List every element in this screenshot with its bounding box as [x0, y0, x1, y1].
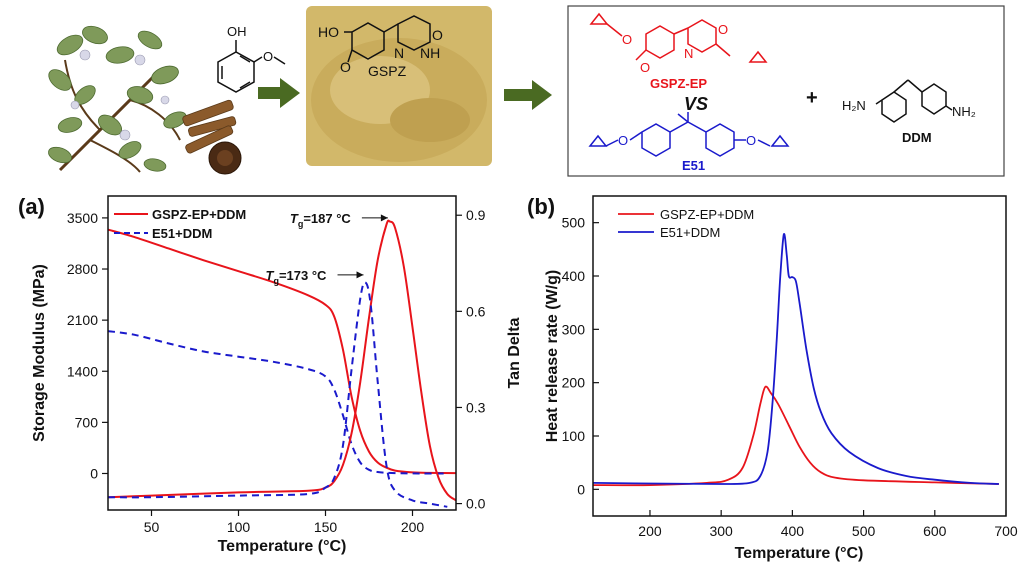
panel-a-plot-frame — [107, 195, 457, 511]
ddm-structure — [875, 79, 953, 123]
panel-a: (a) 50 100 150 200 0 700 1400 2100 2800 3500 0.0 0.… — [18, 194, 523, 555]
gspz-structure — [344, 15, 431, 63]
product-box — [567, 5, 1005, 177]
tg-annotation-arrowhead-2 — [356, 271, 364, 279]
reaction-scheme: OH O HO O O N NH GSPZ — [48, 5, 1005, 177]
legend-label-b-gspz-ep: GSPZ-EP+DDM — [660, 207, 754, 222]
gspz-n-label: N — [394, 45, 404, 61]
e51-o-label-1: O — [618, 133, 628, 148]
y-tick-label-b: 200 — [562, 375, 586, 391]
legend-label-e51: E51+DDM — [152, 226, 212, 241]
gspz-label: GSPZ — [368, 63, 407, 79]
ddm-h2n-label: H₂N — [842, 98, 866, 113]
panel-b: (b) 200 300 400 500 600 700 0 100 200 300 400 500 T… — [527, 194, 1018, 562]
gspz-o-label: O — [340, 59, 351, 75]
ddm-label: DDM — [902, 130, 932, 145]
gspz-carbonyl-o-label: O — [432, 27, 443, 43]
panel-b-x-axis-label: Temperature (°C) — [735, 545, 864, 562]
y-tick-label-b: 100 — [562, 428, 586, 444]
panel-b-legend: GSPZ-EP+DDM E51+DDM — [618, 207, 754, 240]
series-line-a-gspz-ep-ddm-storage-modulus — [108, 228, 456, 475]
gspz-ep-carbonyl-o-label: O — [718, 22, 728, 37]
panel-a-label: (a) — [18, 194, 45, 219]
panel-a-x-axis-label: Temperature (°C) — [218, 538, 347, 555]
x-tick-label-a: 100 — [227, 519, 251, 535]
y-left-tick-label-a: 1400 — [67, 363, 98, 379]
y-tick-label-b: 400 — [562, 268, 586, 284]
x-tick-label-a: 200 — [401, 519, 425, 535]
x-tick-label-b: 600 — [923, 523, 947, 539]
y-right-tick-label-a: 0.9 — [466, 207, 486, 223]
panel-a-legend: GSPZ-EP+DDM E51+DDM — [114, 207, 246, 241]
y-right-tick-label-a: 0.3 — [466, 399, 486, 415]
y-tick-label-b: 0 — [577, 481, 585, 497]
versus-label: VS — [684, 94, 708, 114]
panel-b-y-axis-label: Heat release rate (W/g) — [544, 270, 561, 443]
panel-a-left-axis-label: Storage Modulus (MPa) — [31, 264, 48, 442]
x-tick-label-a: 50 — [144, 519, 160, 535]
y-right-tick-label-a: 0.0 — [466, 496, 486, 512]
x-tick-label-b: 200 — [638, 523, 662, 539]
ddm-nh2-label: NH₂ — [952, 104, 976, 119]
gspz-ep-o-label-2: O — [640, 60, 650, 75]
guaiacol-oh-label: OH — [227, 24, 247, 39]
panel-b-label: (b) — [527, 194, 555, 219]
legend-label-b-e51: E51+DDM — [660, 225, 720, 240]
gspz-ep-structure — [589, 12, 768, 63]
y-left-tick-label-a: 0 — [90, 465, 98, 481]
gspz-ho-label: HO — [318, 24, 339, 40]
tg-annotation-arrowhead-1 — [380, 214, 388, 222]
y-left-tick-label-a: 2100 — [67, 312, 98, 328]
plant-illustration — [48, 25, 242, 175]
y-left-tick-label-a: 3500 — [67, 210, 98, 226]
x-tick-label-b: 400 — [781, 523, 805, 539]
e51-label: E51 — [682, 158, 705, 173]
x-tick-label-b: 500 — [852, 523, 876, 539]
plus-sign: + — [806, 87, 818, 109]
series-line-a-gspz-ep-ddm-tan-delta — [108, 219, 456, 502]
y-tick-label-b: 500 — [562, 215, 586, 231]
y-left-tick-label-a: 2800 — [67, 261, 98, 277]
series-line-b-gspz-ep-ddm — [592, 385, 999, 487]
series-line-b-e51-ddm — [592, 233, 999, 485]
tg-annotation-1: Tg=187 °C — [290, 211, 352, 229]
reaction-arrow-1 — [258, 78, 300, 108]
y-left-tick-label-a: 700 — [75, 414, 99, 430]
y-right-tick-label-a: 0.6 — [466, 303, 486, 319]
reaction-arrow-2 — [504, 80, 552, 110]
gspz-ep-o-label-1: O — [622, 32, 632, 47]
tg-annotation-2: Tg=173 °C — [266, 268, 328, 286]
e51-structure — [588, 112, 790, 157]
x-tick-label-a: 150 — [314, 519, 338, 535]
guaiacol-o-label: O — [263, 49, 273, 64]
legend-label-gspz-ep: GSPZ-EP+DDM — [152, 207, 246, 222]
gspz-ep-n-label: N — [684, 46, 693, 61]
gspz-nh-label: NH — [420, 45, 440, 61]
x-tick-label-b: 300 — [709, 523, 733, 539]
guaiacol-structure — [217, 40, 286, 93]
y-tick-label-b: 300 — [562, 321, 586, 337]
panel-a-right-axis-label: Tan Delta — [506, 317, 523, 388]
panel-b-plot-frame — [592, 195, 1007, 517]
x-tick-label-b: 700 — [994, 523, 1018, 539]
gspz-ep-label: GSPZ-EP — [650, 76, 707, 91]
e51-o-label-2: O — [746, 133, 756, 148]
series-line-a-e51-ddm-tan-delta — [108, 281, 448, 508]
series-line-a-e51-ddm-storage-modulus — [108, 330, 448, 475]
